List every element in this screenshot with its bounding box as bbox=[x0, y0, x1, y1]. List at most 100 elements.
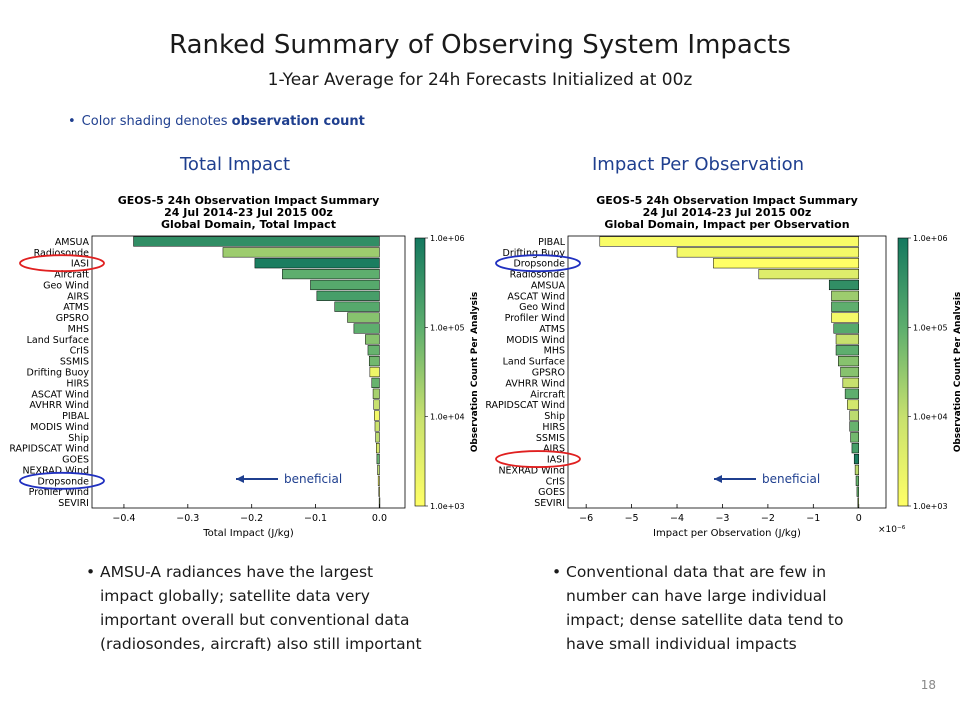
blue-highlight-circle bbox=[19, 471, 105, 490]
bar bbox=[849, 410, 859, 421]
category-label: HIRS bbox=[542, 422, 565, 433]
x-tick-label: −6 bbox=[579, 513, 593, 524]
colorbar-tick-label: 1.0e+03 bbox=[913, 502, 948, 511]
bar bbox=[835, 345, 859, 356]
bar bbox=[856, 486, 859, 497]
category-label: Dropsonde bbox=[37, 476, 89, 487]
bar bbox=[833, 323, 859, 334]
category-label: NEXRAD Wind bbox=[498, 465, 565, 476]
bar bbox=[316, 290, 380, 301]
bar bbox=[222, 247, 380, 258]
chart-title-line: 24 Jul 2014-23 Jul 2015 00z bbox=[643, 206, 812, 219]
bar bbox=[850, 432, 859, 443]
note-bold-text: observation count bbox=[231, 114, 365, 129]
bar bbox=[374, 410, 380, 421]
chart-title-line: Global Domain, Total Impact bbox=[161, 218, 336, 231]
bar bbox=[857, 497, 859, 508]
bar bbox=[254, 258, 380, 269]
category-label: AVHRR Wind bbox=[29, 400, 89, 411]
right-bullet: • Conventional data that are few in numb… bbox=[552, 560, 886, 656]
category-label: IASI bbox=[71, 259, 89, 270]
left-bullet: • AMSU-A radiances have the largest impa… bbox=[86, 560, 430, 656]
bar bbox=[378, 486, 380, 497]
slide-title: Ranked Summary of Observing System Impac… bbox=[169, 30, 791, 60]
bar bbox=[133, 236, 380, 247]
category-label: Ship bbox=[544, 411, 565, 422]
category-label: Land Surface bbox=[27, 335, 90, 346]
category-label: GPSRO bbox=[532, 368, 565, 379]
beneficial-label: beneficial bbox=[762, 472, 820, 486]
red-highlight-circle bbox=[495, 450, 581, 468]
colorbar-tick-label: 1.0e+06 bbox=[430, 234, 465, 243]
category-label: PIBAL bbox=[538, 237, 566, 248]
category-label: GOES bbox=[62, 455, 89, 466]
note-text: Color shading denotes bbox=[81, 114, 232, 129]
x-tick-label: −5 bbox=[625, 513, 639, 524]
x-tick-label: −0.4 bbox=[112, 513, 135, 524]
bar bbox=[347, 312, 380, 323]
colorbar-tick-label: 1.0e+04 bbox=[430, 413, 465, 422]
category-label: AMSUA bbox=[531, 280, 566, 291]
bar bbox=[855, 475, 859, 486]
bar bbox=[334, 301, 380, 312]
category-label: RAPIDSCAT Wind bbox=[485, 400, 565, 411]
slide-subtitle: 1-Year Average for 24h Forecasts Initial… bbox=[267, 70, 693, 90]
x-tick-label: −0.1 bbox=[304, 513, 327, 524]
category-label: Drifting Buoy bbox=[503, 248, 566, 259]
x-tick-label: −3 bbox=[715, 513, 729, 524]
page-number: 18 bbox=[920, 678, 936, 692]
bar bbox=[842, 377, 859, 388]
bar bbox=[375, 432, 380, 443]
bar bbox=[853, 453, 859, 465]
category-label: Geo Wind bbox=[519, 302, 565, 313]
beneficial-arrow-head bbox=[714, 475, 722, 483]
left-bullet-dot: • bbox=[86, 563, 96, 581]
category-label: Radiosonde bbox=[34, 248, 90, 259]
bar bbox=[758, 268, 859, 280]
colorbar-tick-label: 1.0e+06 bbox=[913, 234, 948, 243]
bar bbox=[835, 334, 859, 345]
chart-title-line: Global Domain, Impact per Observation bbox=[604, 218, 849, 231]
category-label: Profiler Wind bbox=[505, 313, 565, 324]
x-axis-label: Total Impact (J/kg) bbox=[202, 528, 294, 539]
colorbar-label: Observation Count Per Analysis bbox=[953, 292, 960, 453]
category-label: MHS bbox=[68, 324, 89, 335]
category-label: SEVIRI bbox=[58, 498, 89, 509]
x-tick-label: −1 bbox=[806, 513, 820, 524]
bar bbox=[599, 236, 859, 247]
category-label: PIBAL bbox=[62, 411, 90, 422]
bar bbox=[374, 421, 380, 432]
chart-title-line: GEOS-5 24h Observation Impact Summary bbox=[596, 194, 858, 207]
chart-title-line: GEOS-5 24h Observation Impact Summary bbox=[118, 194, 380, 207]
bar bbox=[831, 312, 859, 323]
bar bbox=[844, 388, 859, 399]
category-label: AIRS bbox=[67, 291, 89, 302]
category-label: HIRS bbox=[66, 378, 89, 389]
category-label: CrIS bbox=[546, 476, 565, 487]
bar bbox=[373, 399, 380, 410]
left-panel-heading: Total Impact bbox=[180, 154, 291, 175]
category-label: Geo Wind bbox=[43, 280, 89, 291]
blue-highlight-circle bbox=[495, 254, 581, 273]
chart-title-line: 24 Jul 2014-23 Jul 2015 00z bbox=[164, 206, 333, 219]
bar bbox=[353, 323, 380, 334]
bar bbox=[849, 421, 859, 432]
bar bbox=[371, 377, 380, 388]
x-tick-label: 0 bbox=[856, 513, 862, 524]
category-label: AIRS bbox=[543, 444, 565, 455]
category-label: GPSRO bbox=[56, 313, 89, 324]
category-label: GOES bbox=[538, 487, 565, 498]
bar bbox=[282, 268, 380, 280]
category-label: SSMIS bbox=[60, 357, 89, 368]
category-label: ATMS bbox=[63, 302, 89, 313]
colorbar-tick-label: 1.0e+03 bbox=[430, 502, 465, 511]
beneficial-label: beneficial bbox=[284, 472, 342, 486]
category-label: Aircraft bbox=[530, 389, 565, 400]
bar bbox=[828, 279, 859, 291]
colorbar-tick-label: 1.0e+05 bbox=[913, 323, 948, 332]
plot-frame bbox=[567, 235, 887, 509]
x-tick-label: −4 bbox=[670, 513, 684, 524]
x-axis-label: Impact per Observation (J/kg) bbox=[653, 528, 801, 539]
bar bbox=[368, 356, 380, 367]
bar bbox=[377, 464, 380, 476]
